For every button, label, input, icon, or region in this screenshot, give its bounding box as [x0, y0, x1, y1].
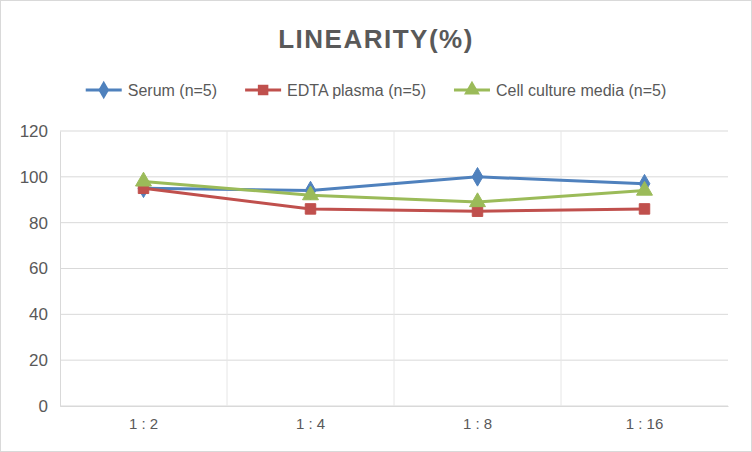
category-separator	[394, 131, 395, 406]
x-tick-label: 1 : 16	[626, 415, 664, 432]
y-axis-line	[60, 132, 61, 407]
chart-border	[1, 1, 752, 452]
series-marker	[639, 204, 649, 214]
y-tick-label: 120	[20, 122, 48, 141]
legend: Serum (n=5) EDTA plasma (n=5) Cell culture…	[86, 81, 667, 100]
legend-item: EDTA plasma (n=5)	[245, 82, 426, 99]
x-axis: 1 : 2 1 : 4 1 : 8 1 : 16	[61, 406, 729, 432]
y-tick-label: 80	[29, 214, 48, 233]
x-tick-label: 1 : 2	[129, 415, 158, 432]
legend-marker	[258, 85, 268, 95]
category-separator	[561, 131, 562, 406]
chart: LINEARITY(%)0204060801001201 : 21 : 41 :…	[0, 0, 752, 452]
y-tick: 80	[29, 214, 60, 233]
series-marker	[472, 168, 483, 187]
series-marker	[303, 186, 319, 200]
x-tick: 1 : 4	[296, 406, 325, 432]
title: LINEARITY(%)	[278, 24, 474, 54]
y-tick: 20	[29, 351, 60, 370]
legend-marker	[98, 81, 109, 100]
x-tick: 1 : 16	[626, 406, 664, 432]
x-tick-label: 1 : 8	[463, 415, 492, 432]
y-tick: 0	[39, 397, 60, 416]
y-axis: 0 20 40 60 80 100 120	[20, 122, 61, 416]
y-tick-label: 0	[39, 397, 48, 416]
y-tick: 100	[20, 168, 60, 187]
legend-label: EDTA plasma (n=5)	[287, 82, 426, 99]
series-marker	[136, 172, 152, 186]
series-marker	[637, 181, 653, 195]
x-tick: 1 : 8	[463, 406, 492, 432]
y-tick-label: 40	[29, 305, 48, 324]
y-tick-label: 20	[29, 351, 48, 370]
series-line	[144, 181, 645, 202]
x-axis-line	[61, 406, 729, 407]
y-tick: 40	[29, 305, 60, 324]
category-separator	[227, 131, 228, 406]
legend-marker	[464, 81, 480, 95]
plot: 0 20 40 60 80 100 120 1 : 2 1 : 4 1 : 8 1 : 16	[20, 122, 729, 432]
legend-item: Cell culture media (n=5)	[454, 81, 666, 99]
series-group	[136, 168, 653, 217]
legend-label: Serum (n=5)	[128, 82, 217, 99]
y-tick: 120	[20, 122, 60, 141]
series-marker	[470, 193, 486, 207]
y-tick-label: 100	[20, 168, 48, 187]
grid	[60, 131, 728, 406]
y-tick: 60	[29, 259, 60, 278]
x-tick-label: 1 : 4	[296, 415, 325, 432]
x-tick: 1 : 2	[129, 406, 158, 432]
y-tick-label: 60	[29, 259, 48, 278]
series-marker	[472, 206, 482, 216]
legend-label: Cell culture media (n=5)	[496, 82, 666, 99]
legend-item: Serum (n=5)	[86, 81, 217, 100]
series-marker	[305, 204, 315, 214]
